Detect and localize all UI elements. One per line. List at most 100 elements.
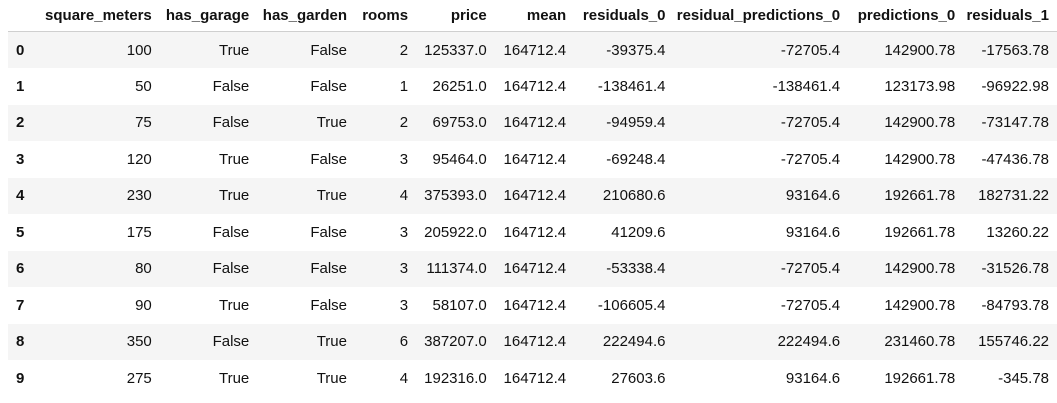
cell-predictions-0: 192661.78 <box>884 223 956 241</box>
cell-rooms: 3 <box>399 223 409 241</box>
table-row: 7 90 True False 3 58107.0 164712.4 -106605.4 -72… <box>8 287 1057 324</box>
cell-residual-predictions-0: 93164.6 <box>785 187 841 205</box>
cell-residuals-1: -345.78 <box>998 369 1049 387</box>
cell-has-garden: True <box>316 369 347 387</box>
cell-price: 375393.0 <box>424 187 487 205</box>
cell-has-garage: True <box>218 296 250 314</box>
cell-residuals-1: 155746.22 <box>978 333 1049 351</box>
cell-price: 95464.0 <box>432 150 487 168</box>
cell-rooms: 3 <box>399 260 409 278</box>
cell-square-meters: 350 <box>126 333 152 351</box>
cell-residual-predictions-0: -72705.4 <box>780 114 841 132</box>
cell-mean: 164712.4 <box>503 150 567 168</box>
row-index: 5 <box>16 223 25 241</box>
row-index: 6 <box>16 260 25 278</box>
column-header-rooms: rooms <box>355 0 417 32</box>
table-row: 2 75 False True 2 69753.0 164712.4 -94959.4 -727… <box>8 104 1057 141</box>
cell-square-meters: 90 <box>135 296 152 314</box>
table-row: 5 175 False False 3 205922.0 164712.4 41209.6 93… <box>8 214 1057 251</box>
cell-predictions-0: 192661.78 <box>884 369 956 387</box>
cell-mean: 164712.4 <box>503 296 567 314</box>
cell-price: 111374.0 <box>426 260 487 278</box>
cell-has-garden: True <box>316 187 347 205</box>
cell-has-garage: True <box>218 150 250 168</box>
cell-residuals-1: -17563.78 <box>981 41 1049 59</box>
cell-residual-predictions-0: -72705.4 <box>780 150 841 168</box>
cell-residuals-1: -31526.78 <box>981 260 1049 278</box>
cell-rooms: 3 <box>399 296 409 314</box>
dataframe-table: square_meters has_garage has_garden room… <box>8 0 1057 397</box>
cell-residual-predictions-0: 222494.6 <box>777 333 841 351</box>
row-index: 2 <box>16 114 25 132</box>
cell-rooms: 6 <box>399 333 409 351</box>
column-header-square-meters: square_meters <box>33 0 160 32</box>
cell-price: 205922.0 <box>424 223 487 241</box>
cell-square-meters: 175 <box>126 223 152 241</box>
table-row: 8 350 False True 6 387207.0 164712.4 222494.6 22… <box>8 323 1057 360</box>
cell-has-garage: True <box>218 369 250 387</box>
cell-residual-predictions-0: 93164.6 <box>785 223 841 241</box>
cell-price: 69753.0 <box>432 114 487 132</box>
cell-has-garden: False <box>310 260 347 278</box>
index-header <box>8 0 34 32</box>
cell-predictions-0: 231460.78 <box>884 333 956 351</box>
cell-residuals-0: -94959.4 <box>606 114 666 132</box>
cell-residuals-1: -73147.78 <box>981 114 1049 132</box>
cell-price: 387207.0 <box>424 333 487 351</box>
table-row: 9 275 True True 4 192316.0 164712.4 27603.6 9316… <box>8 360 1057 397</box>
cell-has-garage: False <box>212 260 250 278</box>
cell-mean: 164712.4 <box>503 223 567 241</box>
column-header-mean: mean <box>494 0 575 32</box>
cell-has-garden: False <box>310 296 347 314</box>
row-index: 0 <box>16 41 25 59</box>
cell-price: 192316.0 <box>424 369 487 387</box>
cell-residuals-1: -84793.78 <box>981 296 1049 314</box>
cell-mean: 164712.4 <box>503 333 567 351</box>
cell-residual-predictions-0: 93164.6 <box>785 369 841 387</box>
cell-has-garden: False <box>310 223 347 241</box>
cell-predictions-0: 142900.78 <box>884 41 956 59</box>
cell-price: 26251.0 <box>432 77 487 95</box>
table-body: 0 100 True False 2 125337.0 164712.4 -39375.4 -7… <box>8 31 1057 397</box>
row-index: 1 <box>16 77 25 95</box>
column-header-predictions-0: predictions_0 <box>848 0 964 32</box>
cell-square-meters: 75 <box>135 114 152 132</box>
cell-rooms: 2 <box>399 41 409 59</box>
header-row: square_meters has_garage has_garden room… <box>8 0 1057 32</box>
column-header-has-garage: has_garage <box>159 0 258 32</box>
cell-rooms: 4 <box>399 369 409 387</box>
cell-has-garage: False <box>212 333 250 351</box>
cell-predictions-0: 142900.78 <box>884 150 956 168</box>
cell-has-garden: True <box>316 333 347 351</box>
cell-residuals-0: -138461.4 <box>597 77 666 95</box>
cell-square-meters: 230 <box>126 187 152 205</box>
cell-residuals-1: 182731.22 <box>978 187 1049 205</box>
cell-residual-predictions-0: -138461.4 <box>772 77 841 95</box>
cell-has-garage: True <box>218 41 250 59</box>
column-header-price: price <box>416 0 495 32</box>
cell-predictions-0: 123173.98 <box>884 77 956 95</box>
cell-square-meters: 100 <box>126 41 152 59</box>
cell-residual-predictions-0: -72705.4 <box>780 296 841 314</box>
cell-mean: 164712.4 <box>503 41 567 59</box>
cell-residuals-0: 210680.6 <box>602 187 666 205</box>
cell-predictions-0: 192661.78 <box>884 187 956 205</box>
cell-has-garden: False <box>310 41 347 59</box>
cell-residuals-1: -47436.78 <box>981 150 1049 168</box>
cell-has-garage: False <box>212 223 250 241</box>
column-header-residual-predictions-0: residual_predictions_0 <box>673 0 849 32</box>
cell-mean: 164712.4 <box>503 77 567 95</box>
cell-has-garden: False <box>310 150 347 168</box>
table-row: 1 50 False False 1 26251.0 164712.4 -138461.4 -1… <box>8 68 1057 105</box>
cell-square-meters: 275 <box>126 369 152 387</box>
cell-rooms: 4 <box>399 187 409 205</box>
cell-square-meters: 50 <box>135 77 152 95</box>
cell-has-garage: False <box>212 77 250 95</box>
cell-residuals-0: 41209.6 <box>611 223 666 241</box>
cell-mean: 164712.4 <box>503 369 567 387</box>
cell-residuals-0: -69248.4 <box>606 150 666 168</box>
cell-residuals-0: 222494.6 <box>602 333 666 351</box>
cell-residuals-0: -39375.4 <box>606 41 666 59</box>
cell-rooms: 2 <box>399 114 409 132</box>
row-index: 4 <box>16 187 25 205</box>
